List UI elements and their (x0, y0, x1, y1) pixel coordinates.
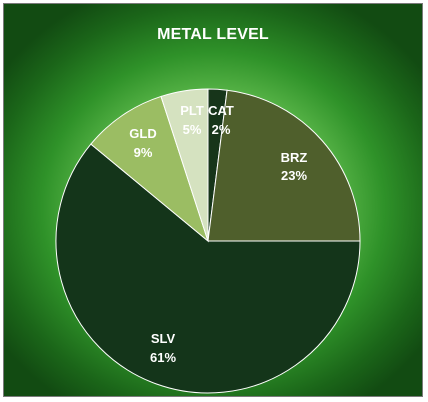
slice-label-gld: GLD (129, 126, 156, 141)
pie-slice-gld (90, 95, 210, 243)
chart-frame: METAL LEVEL CAT 2% BRZ 23% SLV 61% GLD 9% PLT 5% (3, 3, 423, 397)
pie-slice-plt (160, 88, 209, 242)
slice-pct-cat: 2% (212, 122, 231, 137)
pie-chart: CAT 2% BRZ 23% SLV 61% GLD 9% PLT 5% (55, 88, 361, 394)
slice-pct-brz: 23% (281, 168, 307, 183)
slice-label-plt: PLT (180, 103, 204, 118)
chart-title: METAL LEVEL (157, 26, 269, 43)
slice-pct-slv: 61% (150, 350, 176, 365)
pie-slice-brz (207, 89, 361, 242)
slice-label-brz: BRZ (281, 150, 308, 165)
slice-pct-plt: 5% (183, 122, 202, 137)
slice-pct-gld: 9% (134, 145, 153, 160)
slice-label-cat: CAT (208, 103, 234, 118)
pie-slice-slv (55, 143, 361, 394)
slice-label-slv: SLV (151, 331, 176, 346)
